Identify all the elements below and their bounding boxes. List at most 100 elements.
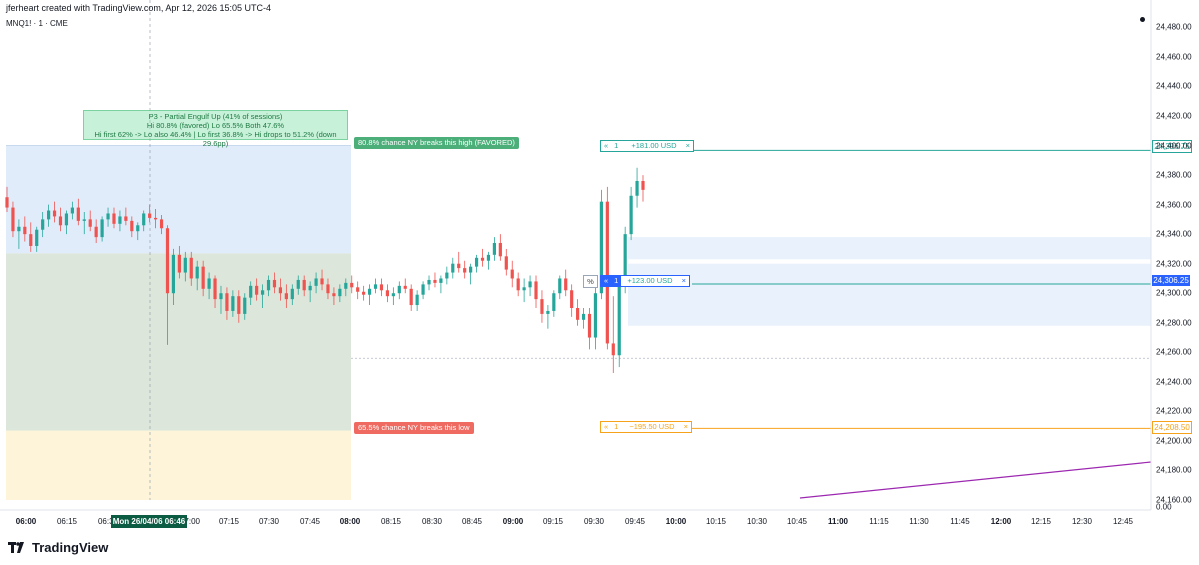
close-icon[interactable]: × [683, 422, 688, 431]
time-axis-tick: 11:30 [909, 517, 929, 526]
time-axis-tick: 08:45 [461, 517, 483, 526]
asia-range-upper-zone [6, 145, 351, 254]
settings-dot-icon[interactable] [1140, 17, 1145, 22]
time-axis-tick: 08:30 [421, 517, 443, 526]
close-icon[interactable]: × [681, 276, 686, 285]
time-axis-tick: 11:45 [950, 517, 970, 526]
price-axis-tick: 24,220.00 [1156, 406, 1192, 416]
candle-body [260, 290, 265, 295]
candle-body [29, 234, 33, 246]
percent-toggle[interactable]: % [583, 275, 598, 288]
candle-body [504, 256, 508, 270]
price-axis-tick: 24,180.00 [1156, 465, 1192, 475]
candle-body [272, 279, 277, 288]
candle-body [510, 269, 514, 279]
time-axis-tick: 10:30 [746, 517, 768, 526]
candle-body [266, 279, 271, 291]
candle-body [112, 213, 116, 224]
candle-body [130, 220, 134, 232]
candle-body [195, 266, 199, 279]
price-axis-tick: 24,460.00 [1156, 52, 1192, 62]
candle-body [629, 195, 633, 235]
candle-body [362, 291, 366, 295]
candle-body [587, 313, 592, 338]
position-order[interactable]: « 1 +123.00 USD × [600, 275, 690, 287]
candle-body [326, 284, 330, 294]
candle-body [189, 257, 193, 279]
stop-loss-order[interactable]: « 1 −195.50 USD × [600, 421, 692, 433]
candle-body [344, 282, 348, 289]
price-axis-tick: 24,200.00 [1156, 436, 1192, 446]
take-profit-order[interactable]: « 1 +181.00 USD × [600, 140, 694, 152]
candle-body [356, 287, 360, 292]
candle-body [415, 294, 419, 306]
price-axis-tick: 24,420.00 [1156, 111, 1192, 121]
order-pnl: +181.00 USD [631, 141, 677, 150]
candle-body [570, 290, 574, 308]
candle-body [403, 285, 407, 289]
drag-arrows-icon[interactable]: « [601, 276, 612, 286]
close-icon[interactable]: × [685, 141, 690, 150]
time-axis-tick: 09:45 [624, 517, 646, 526]
time-axis-tick: 08:00 [339, 517, 361, 526]
candle-body [58, 216, 63, 226]
candle-body [611, 343, 615, 356]
candle-body [88, 219, 92, 227]
candle-body [171, 254, 176, 294]
symbol-label[interactable]: MNQ1! · 1 · CME [6, 19, 68, 28]
drag-arrows-icon[interactable]: « [604, 422, 609, 431]
time-axis-tick: 07:30 [258, 517, 280, 526]
candle-body [284, 293, 288, 300]
candle-body [635, 180, 639, 196]
time-axis-tick: 09:15 [542, 517, 564, 526]
candle-body [249, 285, 253, 298]
candle-body [100, 219, 104, 238]
time-axis-tick: 06:15 [56, 517, 78, 526]
candle-body [367, 288, 372, 295]
price-axis-tick: 24,400.00 [1156, 141, 1192, 151]
time-axis-tick: 09:30 [583, 517, 605, 526]
candle-body [41, 219, 45, 230]
price-axis-tick: 24,480.00 [1156, 22, 1192, 32]
candle-body [338, 288, 342, 297]
candle-body [486, 254, 491, 261]
candle-body [397, 285, 401, 294]
time-axis-tick: 12:30 [1071, 517, 1093, 526]
drag-arrows-icon[interactable]: « [604, 141, 609, 150]
candle-body [35, 229, 39, 246]
candle-body [469, 266, 473, 273]
candle-body [76, 207, 80, 221]
time-axis-tick: 09:00 [502, 517, 524, 526]
crosshair-time-label: Mon 26/04/06 06:46 [111, 515, 187, 528]
time-axis-tick: 07:00 [179, 517, 201, 526]
candle-body [165, 228, 170, 294]
candle-body [593, 293, 598, 338]
asia-range-mid-zone [6, 253, 351, 431]
price-axis-tick: 24,260.00 [1156, 347, 1192, 357]
candle-body [52, 210, 57, 217]
candle-body [201, 266, 205, 289]
candle-body [17, 226, 21, 232]
candle-body [142, 213, 146, 226]
order-qty: 1 [611, 276, 622, 286]
candle-body [558, 278, 562, 294]
candle-body [522, 287, 526, 291]
high-break-label: 80.8% chance NY breaks this high (FAVORE… [354, 137, 519, 149]
trend-line [799, 461, 1152, 499]
candle-body [498, 243, 502, 257]
time-axis-tick: 06:00 [15, 517, 37, 526]
time-axis-tick: 12:15 [1030, 517, 1052, 526]
candle-body [385, 290, 390, 297]
candle-body [433, 279, 437, 283]
candle-body [255, 285, 259, 295]
candle-body [463, 268, 467, 273]
candle-body [177, 254, 181, 273]
time-axis-tick: 12:00 [990, 517, 1012, 526]
time-axis-tick: 08:15 [380, 517, 402, 526]
price-axis-tick: 24,240.00 [1156, 377, 1192, 387]
time-axis-tick: 10:00 [665, 517, 687, 526]
candle-body [564, 278, 568, 291]
info-line-3: Hi first 62% -> Lo also 46.4% | Lo first… [94, 130, 337, 148]
tradingview-logo[interactable]: TradingView [8, 540, 108, 555]
